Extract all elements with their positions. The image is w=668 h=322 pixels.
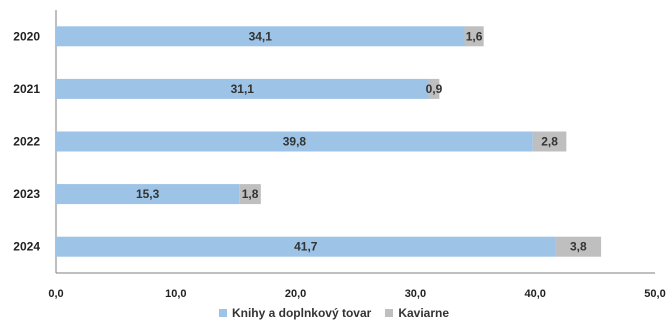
legend-swatch-books xyxy=(218,309,227,317)
category-label-2022: 2022 xyxy=(13,135,40,149)
x-tick-label: 50,0 xyxy=(644,288,665,300)
data-label-books-2023: 15,3 xyxy=(136,187,160,201)
category-label-2024: 2024 xyxy=(13,240,40,254)
data-label-books-2024: 41,7 xyxy=(294,240,318,254)
x-tick-label: 20,0 xyxy=(285,288,306,300)
data-label-cafes-2021: 0,9 xyxy=(426,82,443,96)
legend-item-books: Knihy a doplnkový tovar xyxy=(218,306,372,320)
legend-label-books: Knihy a doplnkový tovar xyxy=(231,306,372,320)
legend-item-cafes: Kaviarne xyxy=(385,306,449,320)
data-label-cafes-2020: 1,6 xyxy=(466,29,483,43)
data-label-cafes-2024: 3,8 xyxy=(570,240,587,254)
bar-segment-cafes-2023 xyxy=(239,184,261,205)
x-tick-label: 0,0 xyxy=(48,288,63,300)
category-labels-group: 2020 2021 2022 2023 2024 xyxy=(13,29,40,253)
legend: Knihy a doplnkový tovar Kaviarne xyxy=(0,306,668,320)
bar-segment-cafes-2024 xyxy=(555,236,602,257)
bar-segment-books-2022 xyxy=(56,131,533,152)
data-label-books-2020: 34,1 xyxy=(249,29,273,43)
category-label-2020: 2020 xyxy=(13,29,40,43)
category-label-2023: 2023 xyxy=(13,187,40,201)
legend-label-cafes: Kaviarne xyxy=(398,306,450,320)
bar-segment-cafes-2020 xyxy=(464,26,484,47)
bar-segment-cafes-2021 xyxy=(428,78,440,99)
data-label-books-2022: 39,8 xyxy=(283,135,307,149)
bar-segment-books-2024 xyxy=(56,236,556,257)
x-tick-labels-group: 0,0 10,0 20,0 30,0 40,0 50,0 xyxy=(48,288,665,300)
data-label-books-2021: 31,1 xyxy=(231,82,255,96)
legend-swatch-cafes xyxy=(385,309,394,317)
data-label-cafes-2023: 1,8 xyxy=(242,187,259,201)
category-label-2021: 2021 xyxy=(13,82,40,96)
x-tick-label: 40,0 xyxy=(524,288,545,300)
bars-group: 34,1 1,6 31,1 0,9 39,8 2,8 15,3 1,8 41,7 3,8 xyxy=(56,26,602,257)
x-tick-label: 30,0 xyxy=(405,288,426,300)
bar-segment-books-2023 xyxy=(56,184,240,205)
x-tick-label: 10,0 xyxy=(165,288,186,300)
data-label-cafes-2022: 2,8 xyxy=(541,135,558,149)
bar-segment-books-2020 xyxy=(56,26,465,47)
bar-segment-books-2021 xyxy=(56,78,429,99)
bar-segment-cafes-2022 xyxy=(532,131,567,152)
